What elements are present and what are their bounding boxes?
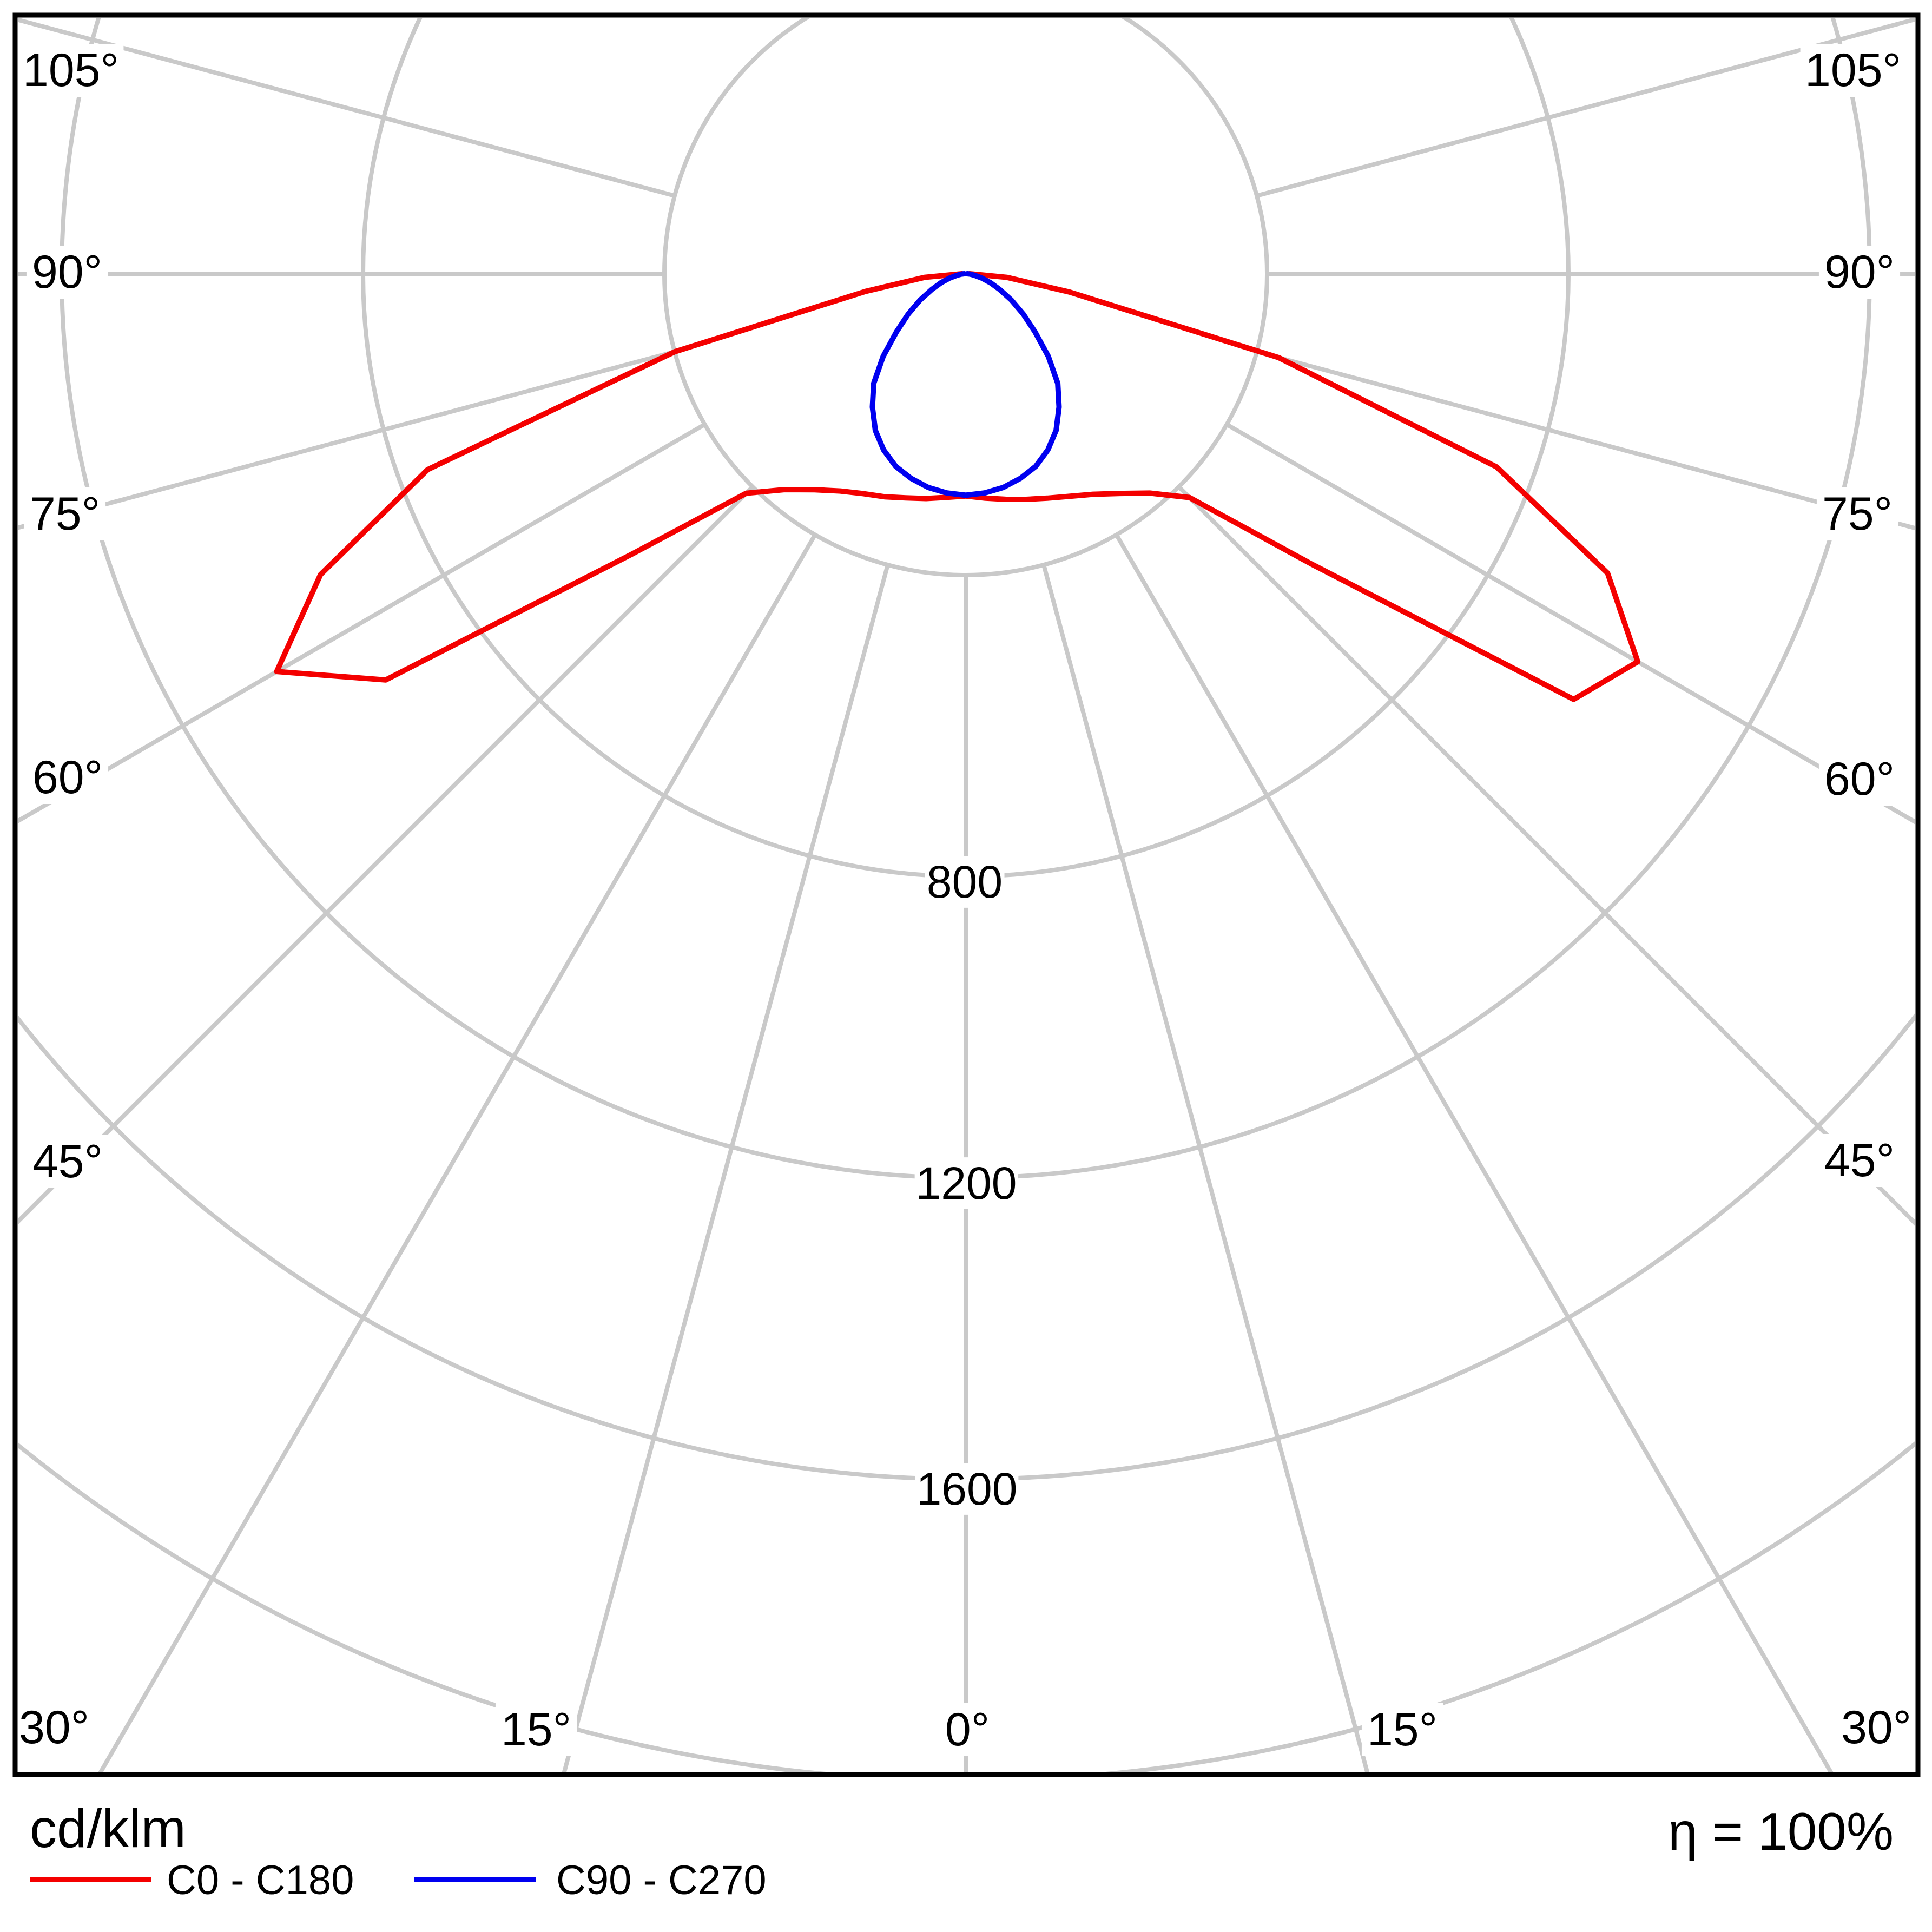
angle-tick-label: 60° <box>32 751 103 803</box>
angle-tick-label: 60° <box>1824 753 1895 805</box>
efficiency-label: η = 100% <box>1668 1802 1894 1861</box>
units-label: cd/klm <box>30 1798 186 1859</box>
grid-ray-left-75 <box>18 350 676 530</box>
legend-line-c0-c180-icon <box>30 1877 151 1882</box>
plot-border <box>12 12 1921 1777</box>
tick-label-halo <box>1818 245 1901 299</box>
grid-ray-left-45 <box>18 485 754 1225</box>
tick-label-halo <box>939 1703 996 1757</box>
angle-tick-label: 45° <box>32 1136 103 1188</box>
tick-label-halo <box>1800 43 1906 97</box>
tick-label-halo <box>1816 487 1898 541</box>
angle-tick-label: 75° <box>30 488 100 540</box>
radial-tick-label-800: 800 <box>927 856 1003 907</box>
angle-tick-label: 90° <box>1824 246 1895 298</box>
angle-tick-label: 30° <box>1841 1702 1911 1753</box>
angle-tick-label: 105° <box>1805 44 1901 96</box>
grid-ray-right-60 <box>1225 423 1915 825</box>
legend-label-c0-c180: C0 - C180 <box>167 1857 354 1903</box>
tick-label-halo <box>18 43 124 97</box>
grid-ray-right-105 <box>1256 18 1915 198</box>
tick-labels: 800 1200 1600 105° 90° 75° 60° 45° 30° 15° 0° 15° 30… <box>19 44 1911 1756</box>
angle-tick-label: 30° <box>19 1702 89 1753</box>
angle-tick-label: 105° <box>23 44 119 96</box>
angle-tick-label: 0° <box>945 1704 990 1756</box>
tick-label-halo <box>24 487 106 541</box>
grid-ring-400 <box>662 18 1269 577</box>
tick-label-halo <box>13 1700 95 1755</box>
label-backgrounds <box>13 43 1917 1757</box>
tick-label-halo <box>925 856 1005 908</box>
legend-label-c90-c270: C90 - C270 <box>556 1857 767 1903</box>
curve-c90-c270 <box>869 271 1062 498</box>
grid-ray-left-30 <box>98 533 817 1772</box>
intensity-curves <box>274 271 1641 702</box>
curve-c0-c180 <box>274 271 1641 702</box>
angle-tick-label: 45° <box>1824 1135 1895 1186</box>
radial-tick-label-1600: 1600 <box>916 1463 1018 1514</box>
tick-label-halo <box>26 245 108 299</box>
angle-tick-label: 90° <box>32 246 102 298</box>
grid-ray-right-15 <box>1041 564 1370 1772</box>
tick-label-halo <box>27 750 109 805</box>
tick-label-halo <box>1818 1133 1901 1188</box>
tick-label-halo <box>1818 752 1901 806</box>
radial-tick-label-1200: 1200 <box>916 1158 1017 1209</box>
tick-label-halo <box>27 1135 109 1189</box>
legend-line-c90-c270-icon <box>414 1877 536 1882</box>
grid-ray-right-45 <box>1177 485 1915 1227</box>
grid-ray-right-30 <box>1115 533 1834 1772</box>
angle-tick-label: 15° <box>501 1704 571 1756</box>
tick-label-halo <box>495 1703 577 1757</box>
angle-tick-label: 75° <box>1822 488 1893 540</box>
grid-ray-left-15 <box>562 564 890 1772</box>
tick-label-halo <box>915 1463 1019 1515</box>
tick-label-halo <box>914 1157 1018 1209</box>
tick-label-halo <box>1835 1700 1917 1755</box>
tick-label-halo <box>1361 1703 1443 1757</box>
angle-tick-label: 15° <box>1367 1704 1438 1756</box>
grid-ray-left-60 <box>18 423 706 824</box>
grid-ray-left-105 <box>18 18 676 198</box>
grid-ray-right-75 <box>1256 350 1915 531</box>
